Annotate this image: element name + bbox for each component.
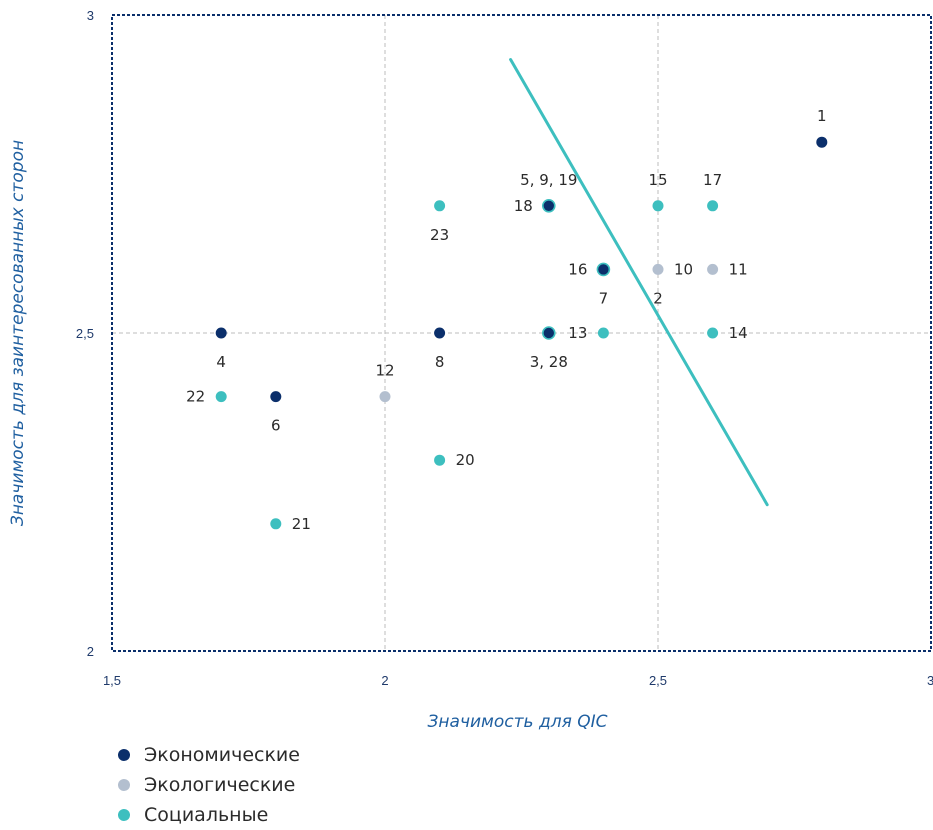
y-axis-title: Значимость для заинтересованных сторон <box>8 140 28 526</box>
plot-frame <box>111 14 932 652</box>
point-economic <box>816 136 828 148</box>
trend-line <box>509 58 769 507</box>
y-tick-label: 2 <box>87 644 94 659</box>
point-economic <box>270 391 282 403</box>
point-label: 3, 28 <box>530 353 568 371</box>
point-social <box>707 200 719 212</box>
legend-label-ecological: Экологические <box>144 774 296 796</box>
legend-item-social: Социальные <box>118 800 300 830</box>
point-economic <box>215 327 227 339</box>
point-economic <box>597 263 609 275</box>
point-overlap-ring <box>541 199 556 213</box>
legend-item-ecological: Экологические <box>118 770 300 800</box>
point-label: 17 <box>703 171 722 189</box>
point-label: 7 <box>599 289 609 307</box>
legend-marker-economic <box>118 749 130 761</box>
point-label: 14 <box>729 324 748 342</box>
y-tick-label: 3 <box>87 8 94 23</box>
point-economic <box>543 200 555 212</box>
point-ecological <box>652 263 664 275</box>
point-overlap-ring <box>541 326 556 340</box>
point-label: 2 <box>653 289 663 307</box>
point-label: 18 <box>514 197 533 215</box>
x-tick-label: 2 <box>381 673 388 688</box>
legend-marker-social <box>118 809 130 821</box>
point-ecological <box>707 263 719 275</box>
legend: Экономические Экологические Социальные <box>118 740 300 830</box>
point-label: 8 <box>435 353 445 371</box>
point-economic <box>543 327 555 339</box>
legend-label-social: Социальные <box>144 804 269 826</box>
point-social <box>270 518 282 530</box>
point-label: 1 <box>817 107 827 125</box>
x-tick-label: 3 <box>927 673 933 688</box>
point-social <box>434 454 446 466</box>
point-overlap-ring <box>596 262 611 277</box>
x-tick-label: 2,5 <box>649 673 667 688</box>
point-label: 15 <box>648 171 667 189</box>
point-social <box>652 200 664 212</box>
legend-item-economic: Экономические <box>118 740 300 770</box>
legend-marker-ecological <box>118 779 130 791</box>
point-social <box>597 327 609 339</box>
point-label: 21 <box>292 515 311 533</box>
legend-label-economic: Экономические <box>144 744 300 766</box>
point-label: 16 <box>568 260 587 278</box>
point-social <box>707 327 719 339</box>
point-social <box>434 200 446 212</box>
point-label: 20 <box>456 451 475 469</box>
scatter-chart: 1,5 2 2,5 3 2 2,5 3 Значимость для QIC Значимост… <box>8 8 933 732</box>
point-economic <box>434 327 446 339</box>
x-tick-label: 1,5 <box>103 673 121 688</box>
point-label: 10 <box>674 260 693 278</box>
point-label: 5, 9, 19 <box>520 171 577 189</box>
point-label: 11 <box>729 260 748 278</box>
point-label: 13 <box>568 324 587 342</box>
y-tick-label: 2,5 <box>76 326 94 341</box>
point-label: 4 <box>216 353 226 371</box>
point-label: 12 <box>375 362 394 380</box>
point-label: 23 <box>430 226 449 244</box>
point-social <box>215 391 227 403</box>
point-ecological <box>379 391 391 403</box>
point-label: 22 <box>186 388 205 406</box>
point-label: 6 <box>271 417 281 435</box>
x-axis-title: Значимость для QIC <box>428 712 608 732</box>
